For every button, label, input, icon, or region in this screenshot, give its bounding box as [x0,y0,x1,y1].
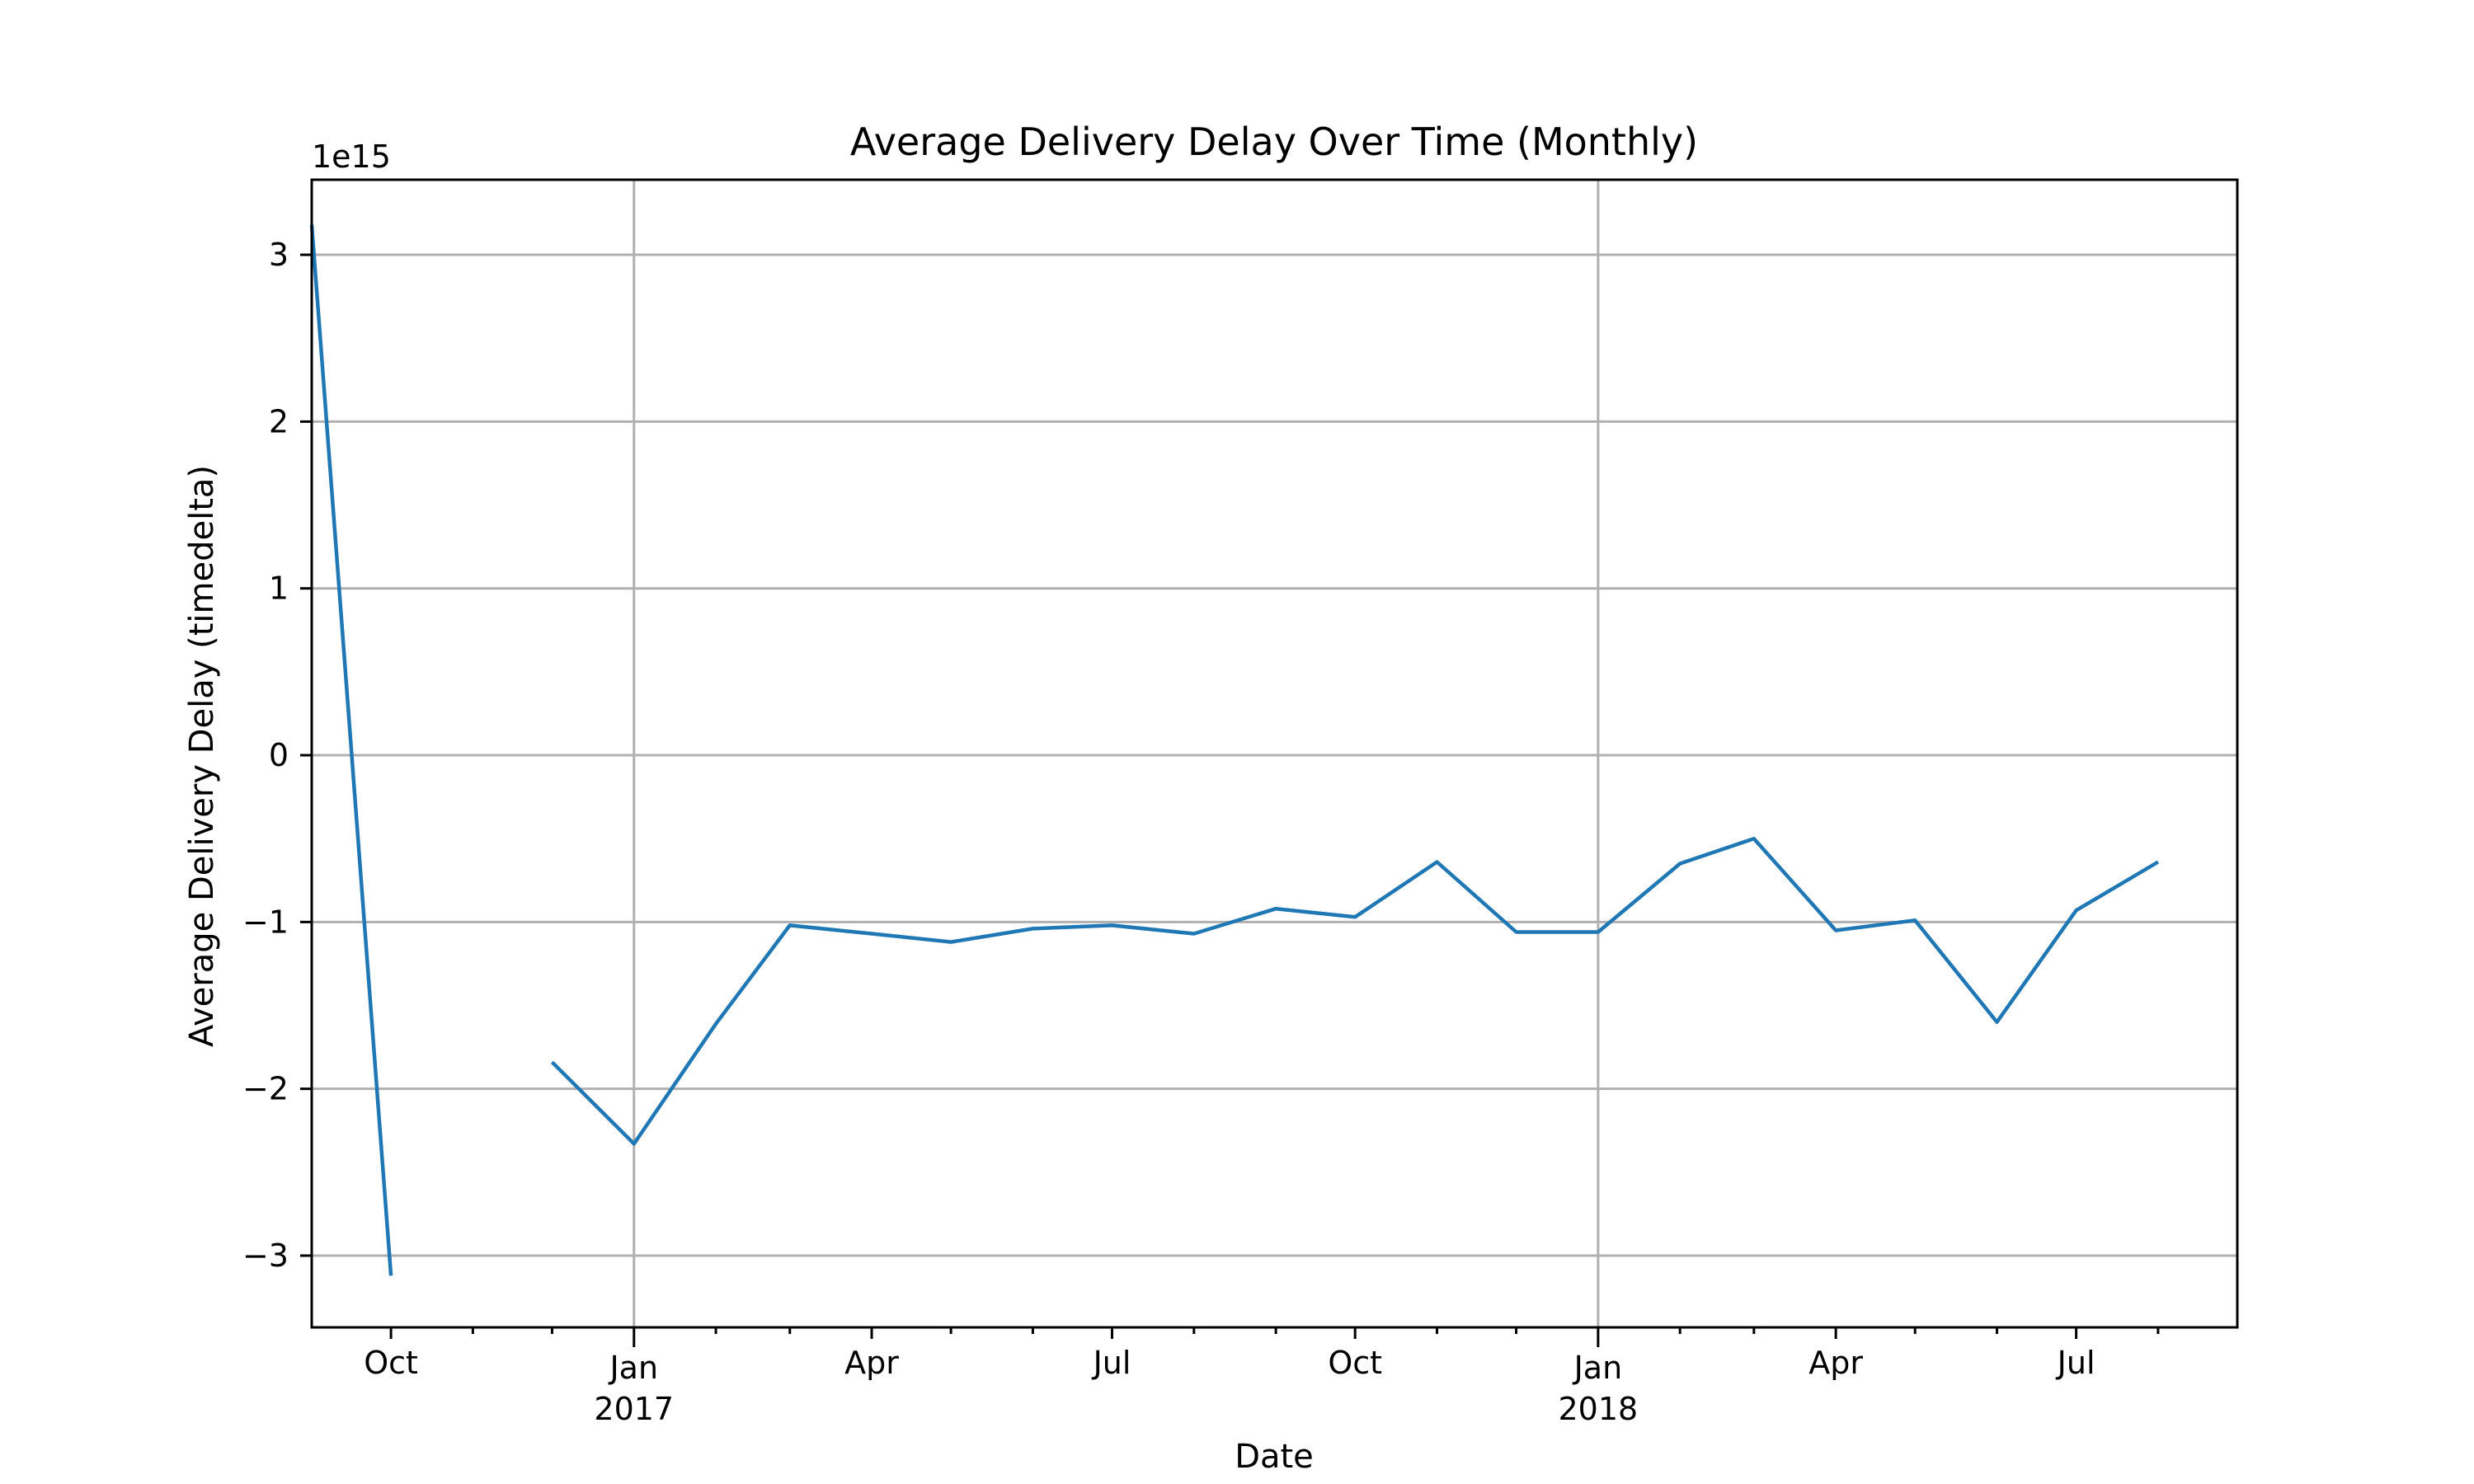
series-line-segment [309,224,393,1276]
y-axis-offset-label: 1e15 [312,139,391,175]
x-tick-label: Oct [1328,1345,1382,1381]
x-axis-label: Date [1235,1438,1314,1476]
x-tick-label: Apr [844,1345,899,1381]
x-tick-label: Jul [2056,1345,2095,1381]
x-tick-label: Jul [1092,1345,1131,1381]
x-tick-label: Oct [364,1345,418,1381]
y-tick-label: 1 [269,571,289,607]
series-line-segment [550,836,2160,1146]
y-tick-label: −2 [242,1071,289,1107]
y-tick-label: 2 [269,403,289,439]
y-tick-label: −3 [242,1237,289,1274]
x-tick-label: Apr [1808,1345,1863,1381]
series-layer [309,224,2160,1276]
axes-frame [310,178,2239,1329]
x-tick-label: Jan [1573,1350,1623,1386]
x-tick-label: Jan [608,1350,658,1386]
tick-layer: −3 −2 −1 0 1 2 3 Oct Jan 2017 Apr Jul Oct Jan 2018 Apr J… [242,237,2160,1427]
grid-lines [312,180,2237,1327]
y-tick-label: 3 [269,237,289,273]
y-tick-label: −1 [242,904,289,940]
y-tick-label: 0 [269,737,289,773]
chart-title: Average Delivery Delay Over Time (Monthl… [850,120,1698,164]
x-tick-year-label: 2017 [594,1391,674,1427]
y-axis-label: Average Delivery Delay (timedelta) [183,465,221,1047]
x-tick-year-label: 2018 [1559,1391,1639,1427]
